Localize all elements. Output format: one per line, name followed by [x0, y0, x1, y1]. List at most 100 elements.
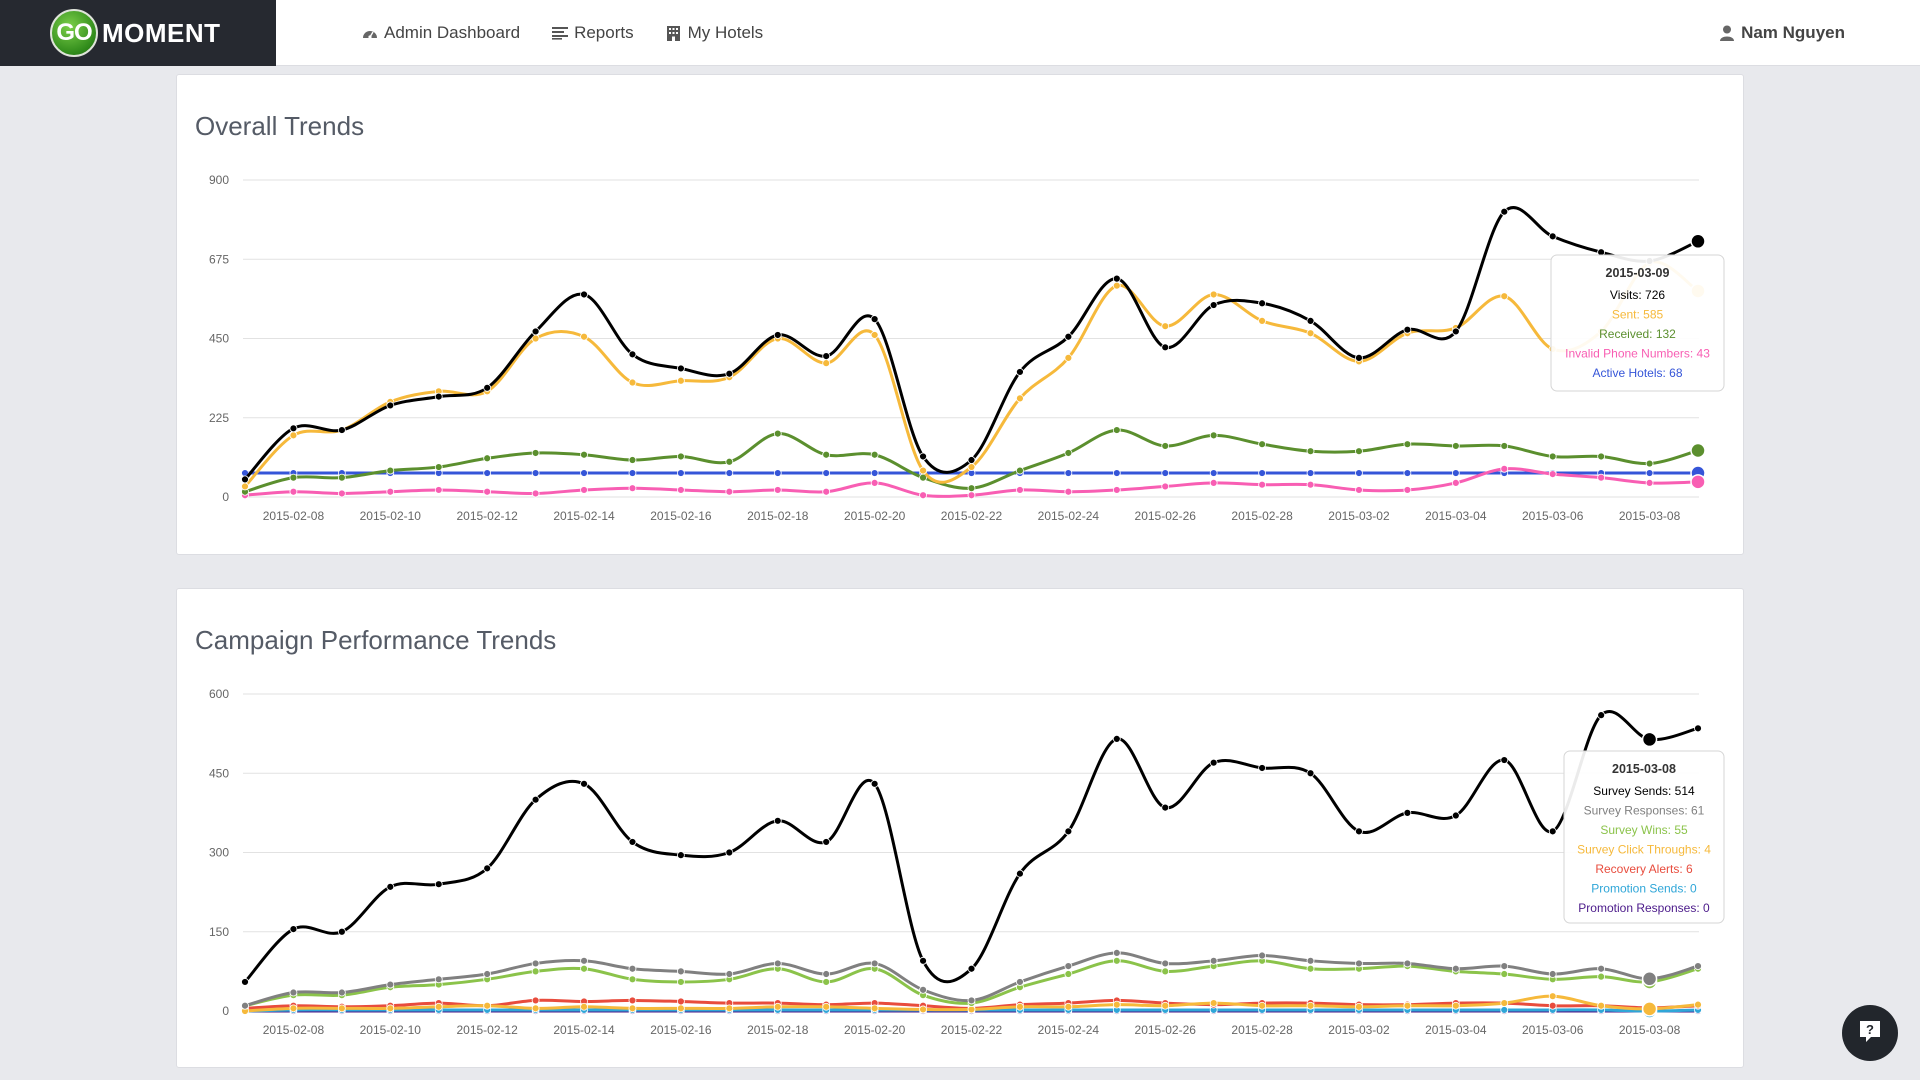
data-point: [1306, 769, 1315, 778]
data-point: [1403, 469, 1412, 477]
data-point: [337, 489, 346, 498]
data-point: [1306, 329, 1315, 338]
x-tick-label: 2015-02-26: [1135, 509, 1197, 523]
data-point: [1112, 956, 1121, 965]
data-point: [1161, 343, 1170, 352]
data-point: [1548, 1001, 1557, 1010]
data-point: [289, 473, 298, 482]
tooltip-line: Survey Click Throughs: 4: [1577, 843, 1711, 857]
help-chat-button[interactable]: ?: [1842, 1005, 1898, 1061]
brand-logo[interactable]: GO MOMENT: [0, 0, 276, 66]
data-point: [1403, 1001, 1412, 1010]
data-point: [483, 454, 492, 463]
data-point: [967, 964, 976, 973]
data-point: [1016, 1002, 1024, 1011]
data-point: [1306, 964, 1315, 973]
data-point: [1694, 1000, 1702, 1009]
data-point: [531, 996, 540, 1005]
main-nav: Admin Dashboard Reports My Hotels: [362, 0, 763, 66]
data-point: [386, 487, 395, 496]
data-point: [1500, 962, 1509, 970]
data-point: [822, 487, 831, 496]
data-point: [628, 469, 637, 477]
x-tick-label: 2015-03-06: [1522, 509, 1584, 523]
data-point: [628, 350, 637, 359]
data-point: [289, 925, 298, 934]
data-point: [1306, 447, 1315, 456]
data-point: [1355, 469, 1363, 477]
data-point: [531, 1004, 540, 1013]
data-point: [1500, 756, 1509, 764]
data-point: [822, 450, 831, 459]
nav-my-hotels[interactable]: My Hotels: [666, 23, 763, 43]
data-point: [531, 967, 540, 976]
data-point: [773, 1002, 782, 1011]
data-point: [919, 956, 927, 965]
data-point: [967, 491, 976, 500]
data-point: [822, 978, 831, 986]
data-point: [1016, 978, 1024, 986]
data-point: [1016, 486, 1024, 494]
data-point: [1209, 479, 1218, 487]
x-tick-label: 2015-02-12: [456, 1023, 518, 1037]
data-point: [580, 332, 588, 341]
data-point: [1209, 431, 1218, 440]
x-tick-label: 2015-02-20: [844, 1023, 906, 1037]
data-point: [628, 975, 637, 984]
data-point: [676, 978, 685, 986]
x-tick-label: 2015-02-10: [360, 1023, 422, 1037]
data-point: [1355, 827, 1363, 836]
data-point: [1064, 962, 1073, 970]
data-point: [289, 431, 298, 440]
data-point: [1112, 486, 1121, 494]
data-point: [1500, 970, 1509, 978]
data-point: [1064, 487, 1073, 496]
data-point: [1403, 325, 1412, 334]
data-point: [1258, 440, 1266, 449]
data-point: [1500, 442, 1509, 450]
data-point: [822, 359, 831, 368]
data-point: [725, 487, 734, 496]
data-point: [1016, 394, 1024, 403]
data-point: [967, 463, 976, 471]
data-point: [1112, 426, 1121, 434]
data-point: [725, 1004, 734, 1013]
data-point: [870, 479, 879, 487]
data-point: [289, 487, 298, 496]
x-tick-label: 2015-02-16: [650, 509, 712, 523]
tooltip-line: Promotion Responses: 0: [1578, 901, 1710, 915]
svg-text:?: ?: [1866, 1022, 1874, 1037]
x-tick-label: 2015-03-08: [1619, 1023, 1681, 1037]
data-point: [1209, 469, 1218, 477]
overall-trends-chart[interactable]: 0 225 450 675 900 2015-02-08 2015-02-10 2015-02…: [177, 75, 1745, 556]
overall-trends-card: Overall Trends 0 225 450 675 900 2015-02-08 20…: [176, 74, 1744, 555]
nav-admin-dashboard[interactable]: Admin Dashboard: [362, 23, 520, 43]
data-point: [676, 376, 685, 385]
data-point: [1355, 486, 1363, 494]
tooltip-line: Promotion Sends: 0: [1591, 882, 1697, 896]
list-icon: [552, 25, 569, 41]
data-point: [1112, 735, 1121, 743]
data-point: [1161, 469, 1170, 477]
data-point: [967, 484, 976, 493]
data-point: [773, 429, 782, 438]
data-point: [434, 880, 443, 889]
data-point: [434, 463, 443, 471]
x-tick-label: 2015-02-14: [553, 1023, 615, 1037]
data-point: [1306, 469, 1315, 477]
data-point: [773, 959, 782, 968]
campaign-performance-chart[interactable]: 0 150 300 450 600 2015-02-08 2015-02-10 2015-02…: [177, 589, 1745, 1069]
x-tick-label: 2015-02-18: [747, 1023, 809, 1037]
data-point: [1641, 1001, 1658, 1017]
nav-reports[interactable]: Reports: [552, 23, 634, 43]
data-point: [289, 1004, 298, 1013]
tooltip-line: Visits: 726: [1610, 288, 1665, 302]
data-point: [1209, 758, 1218, 767]
data-point: [1548, 992, 1557, 1001]
user-menu[interactable]: Nam Nguyen: [1719, 0, 1845, 66]
data-point: [1258, 299, 1266, 308]
data-point: [1548, 470, 1557, 479]
x-tick-label: 2015-02-28: [1231, 1023, 1293, 1037]
data-point: [1500, 999, 1509, 1007]
data-point: [483, 864, 492, 873]
